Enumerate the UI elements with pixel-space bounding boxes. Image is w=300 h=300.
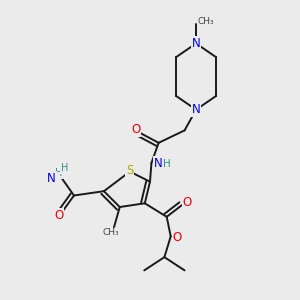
Text: N: N [154,157,163,170]
Text: N: N [47,172,56,185]
Text: N: N [192,37,200,50]
Text: O: O [54,209,63,222]
Text: S: S [126,164,134,177]
Text: H: H [55,168,62,178]
Text: H: H [61,163,68,173]
Text: N: N [192,103,200,116]
Text: O: O [131,123,140,136]
Text: O: O [172,231,182,244]
Text: H: H [163,158,170,169]
Text: O: O [183,196,192,209]
Text: CH₃: CH₃ [198,17,214,26]
Text: CH₃: CH₃ [103,228,119,237]
